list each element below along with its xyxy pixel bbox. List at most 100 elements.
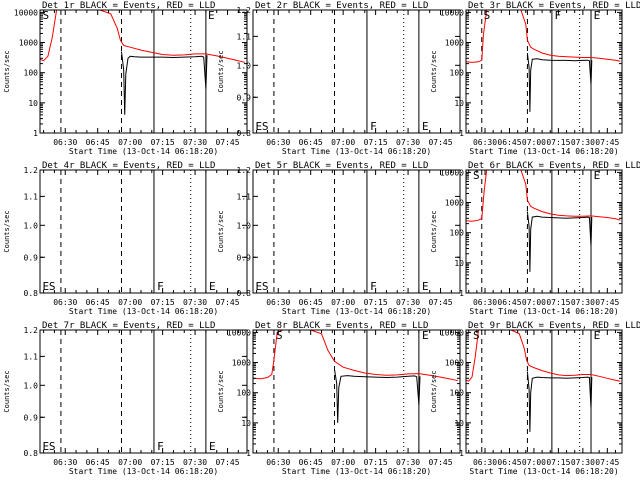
event-letter-s: S — [49, 440, 56, 453]
x-tick-label: 07:15 — [364, 138, 388, 147]
y-tick-label: 1000 — [445, 359, 464, 368]
x-tick-label: 06:45 — [86, 138, 110, 147]
plot-frame — [252, 329, 461, 454]
x-axis-label: Start Time (13-Oct-14 06:18:20) — [282, 147, 431, 156]
x-axis-label: Start Time (13-Oct-14 06:18:20) — [69, 467, 218, 476]
y-tick-label: 1.0 — [237, 221, 252, 230]
y-tick-label: 100 — [450, 69, 465, 78]
plot-frame — [39, 169, 248, 294]
y-tick-label: 10 — [241, 419, 251, 428]
x-tick-label: 07:45 — [215, 138, 239, 147]
event-letter-e: E — [209, 280, 216, 293]
x-tick-label: 06:45 — [497, 138, 521, 147]
y-axis-label: Counts/sec — [3, 210, 11, 252]
event-letter-f: F — [157, 280, 164, 293]
y-tick-label: 1 — [459, 129, 464, 138]
plot-frame — [39, 9, 248, 134]
y-tick-label: 1.2 — [24, 166, 39, 175]
series-line-events — [526, 52, 593, 112]
panel-title: Det 6r BLACK = Events, RED = LLD — [468, 161, 640, 171]
x-tick-label: 07:15 — [151, 298, 175, 307]
y-tick-label: 10 — [28, 99, 38, 108]
series-line-lld — [466, 170, 621, 222]
x-tick-label: 07:30 — [396, 458, 420, 467]
y-tick-label: 0.9 — [24, 253, 39, 262]
x-tick-label: 07:30 — [183, 138, 207, 147]
y-tick-label: 1.2 — [24, 326, 39, 335]
plot-frame — [465, 169, 623, 294]
x-tick-label: 07:45 — [428, 138, 452, 147]
x-tick-label: 07:00 — [118, 298, 142, 307]
x-tick-label: 07:45 — [595, 458, 619, 467]
x-tick-label: 07:45 — [595, 138, 619, 147]
x-axis-label: Start Time (13-Oct-14 06:18:20) — [469, 147, 618, 156]
y-tick-label: 1000 — [445, 39, 464, 48]
x-axis-label: Start Time (13-Oct-14 06:18:20) — [469, 467, 618, 476]
y-tick-label: 10000 — [227, 328, 251, 337]
x-tick-label: 06:45 — [86, 458, 110, 467]
panel-title: Det 8r BLACK = Events, RED = LLD — [255, 321, 428, 331]
event-letter-e: E — [594, 329, 601, 342]
x-tick-label: 06:30 — [266, 298, 290, 307]
y-axis-label: Counts/sec — [217, 210, 225, 252]
y-tick-label: 1 — [459, 289, 464, 298]
plot-frame — [252, 9, 461, 134]
event-letter-e: E — [42, 440, 49, 453]
y-tick-label: 1.0 — [237, 61, 252, 70]
y-tick-label: 10000 — [440, 168, 464, 177]
y-tick-label: 1.2 — [237, 166, 252, 175]
x-tick-label: 06:30 — [473, 138, 497, 147]
x-tick-label: 07:15 — [546, 458, 570, 467]
event-letter-s: S — [473, 329, 480, 342]
x-tick-label: 07:30 — [571, 458, 595, 467]
event-letter-e: E — [594, 169, 601, 182]
x-tick-label: 06:45 — [299, 298, 323, 307]
x-tick-label: 07:15 — [546, 298, 570, 307]
y-tick-label: 1.1 — [24, 352, 39, 361]
event-letter-s: S — [473, 169, 480, 182]
event-letter-f: F — [370, 280, 377, 293]
y-tick-label: 0.9 — [237, 253, 252, 262]
event-letter-e: E — [255, 280, 262, 293]
y-axis-label: Counts/sec — [430, 370, 438, 412]
event-letter-f: F — [555, 9, 562, 22]
series-line-events — [526, 211, 593, 272]
event-letter-e: E — [594, 9, 601, 22]
y-tick-label: 1000 — [19, 39, 38, 48]
x-axis-label: Start Time (13-Oct-14 06:18:20) — [282, 307, 431, 316]
x-tick-label: 06:45 — [86, 298, 110, 307]
x-tick-label: 06:45 — [497, 458, 521, 467]
panel-title: Det 2r BLACK = Events, RED = LLD — [255, 1, 428, 11]
data-series-group — [466, 330, 621, 432]
y-tick-label: 0.9 — [24, 413, 39, 422]
y-tick-label: 1.2 — [237, 6, 252, 15]
y-tick-label: 10 — [454, 419, 464, 428]
x-axis-label: Start Time (13-Oct-14 06:18:20) — [69, 307, 218, 316]
x-axis-label: Start Time (13-Oct-14 06:18:20) — [282, 467, 431, 476]
x-tick-label: 07:15 — [364, 298, 388, 307]
x-tick-label: 07:30 — [571, 298, 595, 307]
x-tick-label: 06:30 — [53, 298, 77, 307]
x-tick-label: 06:30 — [53, 458, 77, 467]
panel-title: Det 1r BLACK = Events, RED = LLD — [42, 1, 215, 11]
y-axis-label: Counts/sec — [3, 50, 11, 92]
y-tick-label: 0.8 — [24, 449, 39, 458]
panel-title: Det 4r BLACK = Events, RED = LLD — [42, 161, 215, 171]
y-tick-label: 0.8 — [24, 289, 39, 298]
plot-frame — [465, 9, 623, 134]
x-tick-label: 07:15 — [546, 138, 570, 147]
y-tick-label: 10000 — [440, 328, 464, 337]
x-tick-label: 07:00 — [331, 458, 355, 467]
x-tick-label: 06:30 — [266, 458, 290, 467]
series-line-lld — [253, 330, 458, 382]
event-letter-s: S — [262, 280, 269, 293]
plot-frame — [465, 329, 623, 454]
x-tick-label: 07:45 — [428, 298, 452, 307]
y-tick-label: 0.8 — [237, 289, 252, 298]
x-tick-label: 06:30 — [53, 138, 77, 147]
event-letter-e: E — [42, 280, 49, 293]
y-tick-label: 1 — [459, 449, 464, 458]
